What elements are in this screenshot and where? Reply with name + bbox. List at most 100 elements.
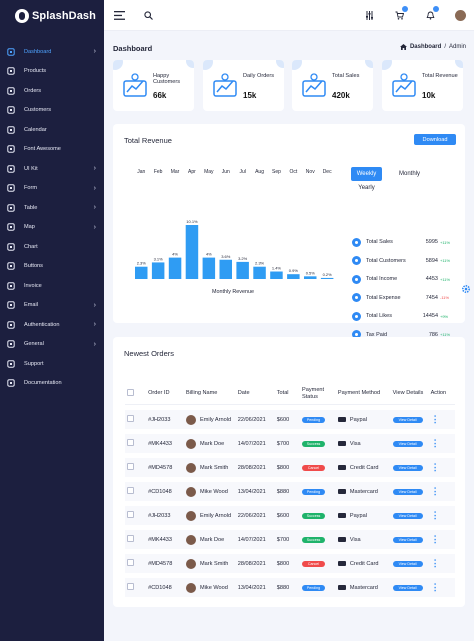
summary-row: Total Customers 5894 +11% (352, 256, 450, 266)
revenue-title: Total Revenue (124, 136, 172, 145)
summary-icon (352, 256, 361, 265)
bar[interactable] (185, 225, 199, 279)
search-icon[interactable] (142, 9, 154, 21)
settings-gear-icon[interactable] (461, 284, 471, 294)
row-checkbox[interactable] (127, 559, 134, 566)
bar[interactable] (304, 276, 317, 279)
toggle-yearly[interactable]: Yearly (358, 185, 375, 191)
breadcrumb-current[interactable]: Dashboard (409, 44, 442, 50)
payment-method: Mastercard (349, 584, 378, 591)
menu-icon[interactable] (113, 9, 125, 21)
breadcrumb-parent[interactable]: Admin (448, 44, 466, 50)
more-vertical-icon[interactable]: ⋮ (430, 413, 440, 424)
select-all-checkbox[interactable] (127, 388, 134, 396)
more-vertical-icon[interactable]: ⋮ (430, 485, 440, 496)
data-label: 10.1% (186, 219, 198, 224)
bar[interactable] (151, 262, 165, 279)
bar[interactable] (135, 266, 148, 279)
stat-title: Happy Customers (153, 73, 181, 85)
row-checkbox[interactable] (127, 535, 134, 542)
sliders-icon[interactable] (363, 9, 375, 21)
map-icon (7, 223, 15, 231)
x-tick-label: Oct (289, 169, 297, 175)
more-vertical-icon[interactable]: ⋮ (430, 533, 440, 544)
download-button[interactable]: Download (414, 134, 456, 145)
view-detail-button[interactable]: View Detail (392, 488, 423, 495)
sidebar-item-email[interactable]: Email › (0, 296, 104, 316)
more-vertical-icon[interactable]: ⋮ (430, 461, 440, 472)
row-checkbox[interactable] (127, 487, 134, 494)
sidebar-item-products[interactable]: Products (0, 62, 104, 82)
more-vertical-icon[interactable]: ⋮ (430, 509, 440, 520)
cart-icon (7, 87, 15, 95)
sidebar: SplashDash Dashboard › Products Orders Custo… (0, 0, 104, 641)
sidebar-item-dashboard[interactable]: Dashboard › (0, 42, 104, 62)
more-vertical-icon[interactable]: ⋮ (430, 581, 440, 592)
brand[interactable]: SplashDash (0, 0, 104, 31)
sidebar-item-table[interactable]: Table › (0, 198, 104, 218)
data-label: 3.6% (221, 254, 231, 259)
bar[interactable] (236, 261, 249, 279)
stat-card[interactable]: Total Revenue 10k (382, 60, 463, 111)
sidebar-item-ui-kit[interactable]: UI Kit › (0, 159, 104, 179)
view-detail-button[interactable]: View Detail (392, 464, 423, 471)
form-icon (7, 184, 15, 192)
row-checkbox[interactable] (127, 439, 134, 446)
bar[interactable] (320, 277, 334, 279)
sidebar-item-buttons[interactable]: Buttons (0, 257, 104, 277)
avatar (186, 510, 197, 521)
row-checkbox[interactable] (127, 583, 134, 590)
bar[interactable] (270, 271, 283, 279)
sidebar-item-orders[interactable]: Orders (0, 81, 104, 101)
bar[interactable] (202, 257, 216, 279)
payment-method: Visa (349, 536, 361, 543)
view-detail-button[interactable]: View Detail (392, 440, 423, 447)
row-checkbox[interactable] (127, 463, 134, 470)
orders-title: Newest Orders (124, 349, 175, 358)
sidebar-item-chart[interactable]: Chart (0, 237, 104, 257)
sidebar-item-documentation[interactable]: Documentation (0, 374, 104, 394)
sidebar-item-authentication[interactable]: Authentication › (0, 315, 104, 335)
stat-card[interactable]: Happy Customers 66k (113, 60, 194, 111)
row-checkbox[interactable] (127, 415, 134, 422)
bar[interactable] (168, 257, 182, 279)
summary-row: Total Income 4453 +11% (352, 274, 450, 284)
cart-icon[interactable] (393, 6, 408, 21)
view-detail-button[interactable]: View Detail (392, 416, 423, 423)
summary-row: Tax Paid 786 +11% (352, 330, 450, 340)
sidebar-item-customers[interactable]: Customers (0, 101, 104, 121)
x-tick-label: Jul (239, 169, 245, 175)
bar[interactable] (219, 259, 233, 279)
stat-card[interactable]: Total Sales 420k (292, 60, 373, 111)
chevron-right-icon: › (93, 223, 96, 231)
profile-avatar[interactable] (454, 9, 466, 21)
sidebar-item-map[interactable]: Map › (0, 218, 104, 238)
column-header: Order ID (146, 383, 185, 405)
x-tick-label: Nov (306, 169, 315, 175)
order-total: $600 (274, 506, 301, 525)
toggle-weekly[interactable]: Weekly (351, 167, 382, 181)
sidebar-item-invoice[interactable]: Invoice (0, 276, 104, 296)
sidebar-item-calendar[interactable]: Calendar (0, 120, 104, 140)
stat-card[interactable]: Daily Orders 15k (203, 60, 284, 111)
toggle-monthly[interactable]: Monthly (398, 171, 420, 177)
bar[interactable] (253, 266, 266, 279)
sidebar-item-form[interactable]: Form › (0, 179, 104, 199)
more-vertical-icon[interactable]: ⋮ (430, 557, 440, 568)
view-detail-button[interactable]: View Detail (392, 584, 423, 591)
bell-icon[interactable] (424, 6, 439, 21)
bar[interactable] (287, 274, 300, 279)
row-checkbox[interactable] (127, 511, 134, 518)
view-detail-button[interactable]: View Detail (392, 536, 423, 543)
main-content: Dashboard Dashboard / Admin Happy Custom… (104, 31, 474, 641)
sidebar-item-font-awesome[interactable]: Font Awesome (0, 140, 104, 160)
sidebar-item-label: Chart (24, 243, 38, 250)
sidebar-item-support[interactable]: Support (0, 354, 104, 374)
order-total: $880 (274, 578, 301, 597)
sidebar-item-label: Authentication (24, 321, 60, 328)
view-detail-button[interactable]: View Detail (392, 560, 423, 567)
more-vertical-icon[interactable]: ⋮ (430, 437, 440, 448)
sidebar-item-general[interactable]: General › (0, 335, 104, 355)
users-icon (7, 106, 15, 114)
view-detail-button[interactable]: View Detail (392, 512, 423, 519)
